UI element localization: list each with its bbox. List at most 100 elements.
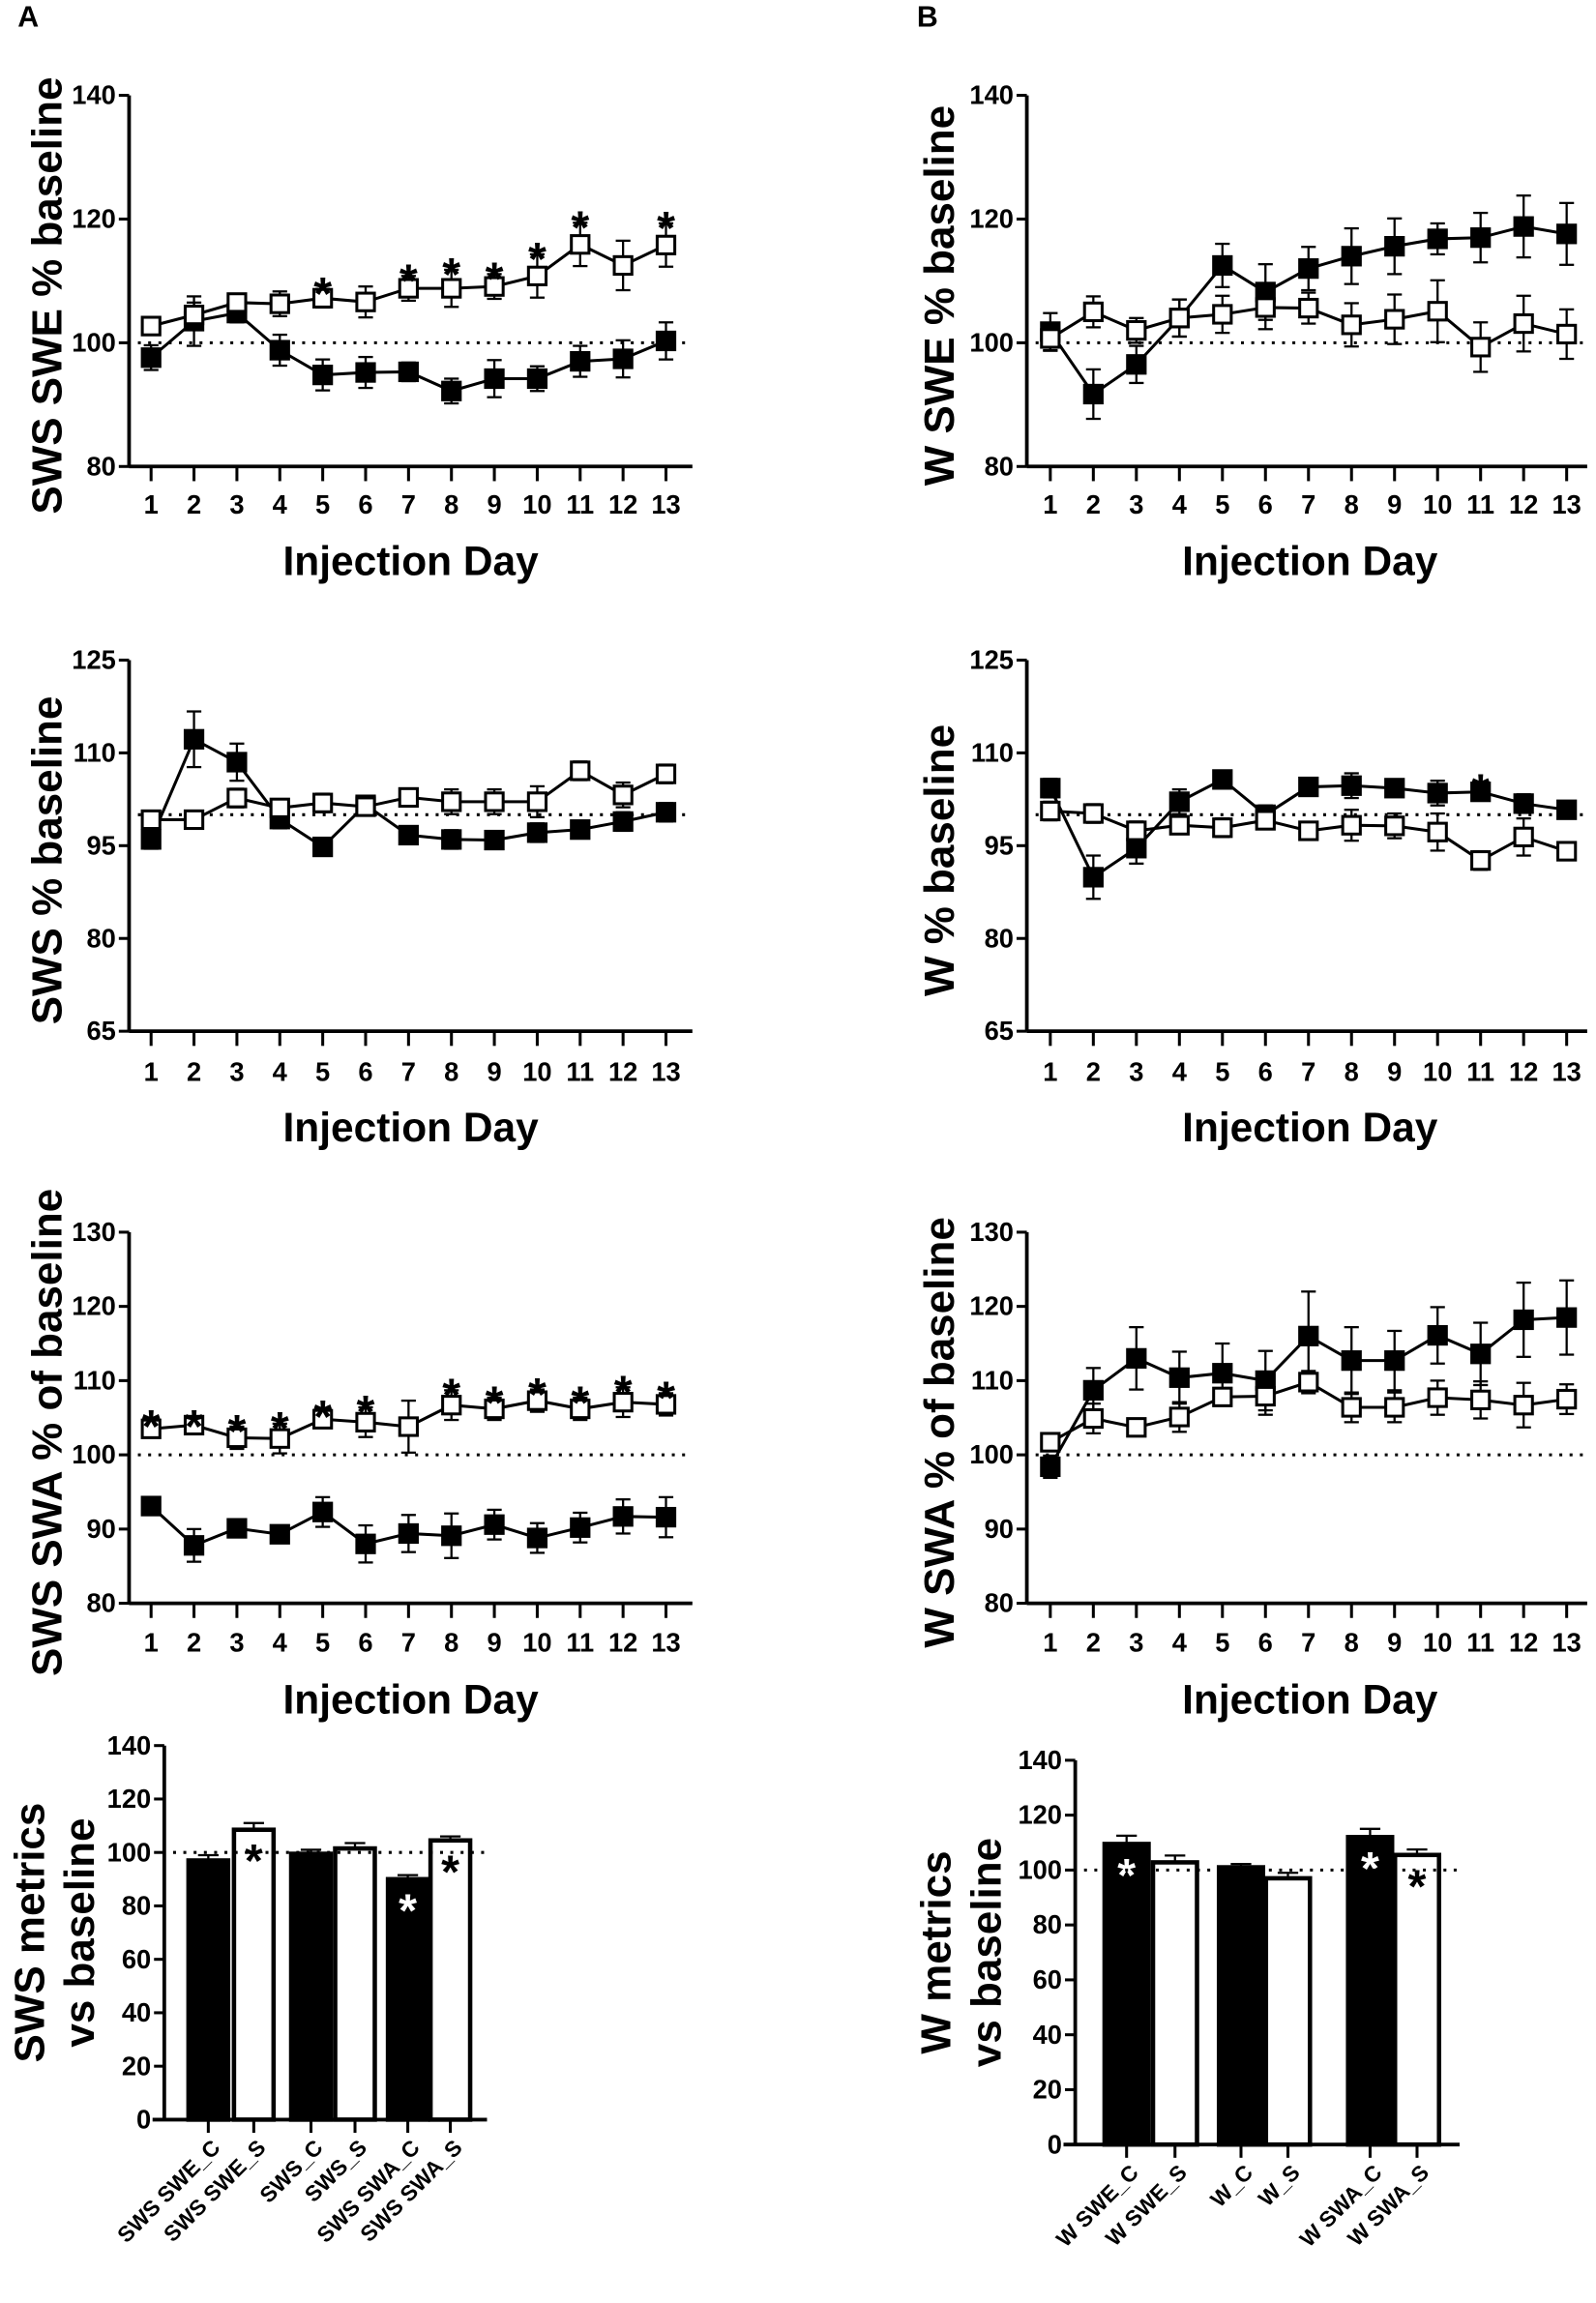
data-point-filled — [612, 348, 634, 369]
data-point-open — [312, 792, 334, 813]
y-tick-label: 90 — [86, 1514, 115, 1544]
x-tick-label: 12 — [1509, 489, 1538, 519]
data-point-filled — [312, 836, 334, 858]
significance-star: * — [1361, 1843, 1379, 1895]
y-axis-label: W metrics — [913, 1850, 961, 2053]
y-tick-label: 120 — [107, 1784, 152, 1814]
x-tick-label: 13 — [651, 1057, 680, 1087]
bar — [1216, 1865, 1266, 2147]
y-tick-label: 0 — [136, 2105, 151, 2135]
data-point-filled — [1341, 775, 1362, 796]
data-point-filled — [1513, 216, 1534, 237]
x-tick-label: 6 — [358, 489, 372, 519]
data-point-filled — [140, 829, 162, 850]
data-point-filled — [1384, 236, 1405, 257]
y-tick-label: 120 — [72, 204, 116, 234]
y-tick-label: 100 — [107, 1837, 152, 1867]
data-point-open — [183, 809, 205, 831]
data-point-open — [570, 1398, 591, 1420]
significance-star: * — [528, 233, 547, 285]
data-point-filled — [1168, 791, 1190, 812]
x-tick-label: 10 — [522, 1628, 551, 1658]
x-tick-label: 13 — [1552, 1628, 1581, 1658]
x-tick-label: 6 — [358, 1057, 372, 1087]
y-tick-label: 125 — [72, 645, 116, 675]
data-point-filled — [526, 1527, 548, 1549]
x-tick-label: 7 — [401, 489, 416, 519]
data-point-open — [1341, 814, 1362, 836]
data-point-filled — [1298, 258, 1319, 280]
y-tick-label: 125 — [969, 645, 1014, 675]
data-point-open — [1126, 1417, 1147, 1438]
data-point-open — [1126, 319, 1147, 341]
y-tick-label: 40 — [122, 1997, 151, 2027]
data-point-filled — [1470, 1343, 1492, 1365]
significance-star: * — [528, 1369, 547, 1421]
data-point-filled — [484, 368, 505, 390]
x-tick-label: 10 — [522, 1057, 551, 1087]
x-tick-label: 3 — [229, 1628, 244, 1658]
data-point-filled — [1082, 867, 1104, 888]
x-tick-label: 5 — [1215, 489, 1229, 519]
y-axis-label: SWS SWA % of baseline — [24, 1189, 72, 1676]
x-tick-label: 8 — [1345, 1057, 1359, 1087]
data-point-filled — [655, 330, 677, 352]
data-point-open — [1082, 301, 1104, 323]
significance-star: * — [357, 1386, 375, 1438]
significance-star: * — [313, 1391, 332, 1443]
significance-star: * — [657, 202, 675, 254]
data-point-open — [1470, 337, 1492, 358]
data-point-filled — [140, 1495, 162, 1517]
y-tick-label: 120 — [1018, 1800, 1062, 1830]
x-axis-label: Injection Day — [283, 538, 540, 583]
x-tick-label: 12 — [1509, 1628, 1538, 1658]
x-tick-label: 7 — [401, 1628, 416, 1658]
data-point-filled — [570, 1517, 591, 1538]
data-point-filled — [1470, 227, 1492, 249]
data-point-open — [226, 787, 248, 809]
x-tick-label: 3 — [1129, 1628, 1143, 1658]
significance-star: * — [571, 202, 589, 254]
data-point-filled — [612, 811, 634, 832]
y-tick-label: 0 — [1048, 2129, 1062, 2159]
y-axis-label: SWS metrics — [6, 1803, 53, 2063]
significance-star: * — [614, 1367, 633, 1419]
data-point-filled — [1427, 1324, 1448, 1346]
y-axis-label: W % baseline — [916, 724, 963, 996]
y-tick-label: 80 — [122, 1891, 151, 1921]
x-tick-label: 11 — [1466, 489, 1494, 519]
data-point-filled — [183, 728, 205, 750]
data-point-filled — [355, 362, 376, 383]
data-point-open — [612, 1392, 634, 1413]
x-tick-label: 1 — [1043, 1628, 1057, 1658]
data-point-filled — [1082, 383, 1104, 405]
x-tick-label: 11 — [566, 489, 594, 519]
data-point-filled — [441, 1525, 462, 1547]
data-point-open — [655, 1394, 677, 1415]
data-point-filled — [312, 365, 334, 386]
bar — [1345, 1835, 1395, 2147]
y-tick-label: 40 — [1033, 2020, 1062, 2050]
data-point-open — [269, 797, 290, 818]
x-axis-label: Injection Day — [1182, 1676, 1438, 1722]
data-point-open — [1040, 800, 1061, 822]
y-tick-label: 110 — [74, 737, 116, 767]
data-point-filled — [398, 1522, 419, 1545]
data-point-open — [1168, 1406, 1190, 1428]
bar — [231, 1827, 277, 2122]
x-tick-label: 12 — [1509, 1057, 1538, 1087]
x-tick-label: 6 — [358, 1628, 372, 1658]
x-tick-label: 8 — [1345, 1628, 1359, 1658]
x-tick-label: 9 — [487, 1628, 501, 1658]
x-tick-label: 8 — [444, 1628, 458, 1658]
data-point-filled — [1298, 1325, 1319, 1346]
data-point-open — [269, 293, 290, 314]
x-tick-label: 13 — [1552, 489, 1581, 519]
y-tick-label: 20 — [122, 2051, 151, 2081]
x-tick-label: 10 — [522, 489, 551, 519]
data-point-filled — [183, 1535, 205, 1556]
x-tick-label: 2 — [1086, 1628, 1101, 1658]
x-tick-label: 13 — [651, 489, 680, 519]
y-tick-label: 100 — [969, 1439, 1014, 1469]
significance-star: * — [313, 268, 332, 320]
